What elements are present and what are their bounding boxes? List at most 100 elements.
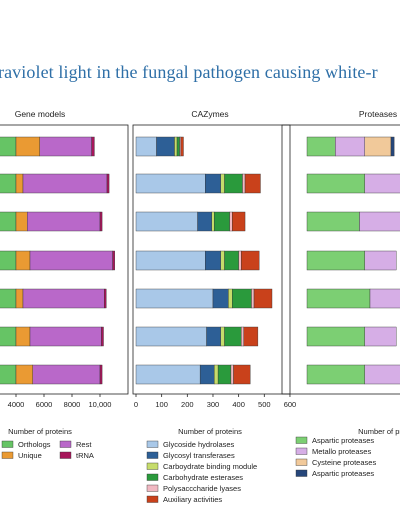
panel-3-bar	[364, 173, 400, 194]
panel-2-legend-label: Glycosyl transferases	[163, 451, 235, 460]
panel-2-legend-swatch	[146, 495, 159, 503]
panel-3-bar	[359, 211, 400, 232]
panel-3-legend-label: Cysteine proteases	[312, 458, 376, 467]
panel-2-bar	[205, 250, 221, 271]
panel-1-legend-label: tRNA	[76, 451, 94, 460]
panel-2-legend-swatch	[146, 462, 159, 470]
panel-1-legend-swatch	[1, 440, 14, 448]
panel-2-x-axis-label: Number of proteins	[178, 427, 242, 436]
panel-2-bar	[233, 364, 251, 385]
panel-3-x-axis-label: Number of pr	[358, 427, 400, 436]
panel-1-bar	[15, 211, 28, 232]
panel-2-bar	[135, 136, 157, 157]
panel-1-bar	[103, 288, 107, 309]
panel-2-bar	[251, 288, 255, 309]
panel-1-bar	[99, 211, 103, 232]
panel-2-tick-label: 500	[258, 400, 271, 409]
panel-1-bar	[39, 136, 92, 157]
panel-1-tick-label: 10,000	[89, 400, 112, 409]
panel-2-bar	[243, 326, 259, 347]
panel-1-x-axis-label: Number of proteins	[8, 427, 72, 436]
panel-1-bar	[91, 136, 95, 157]
panel-1-bar	[0, 250, 17, 271]
panel-1-bar	[0, 136, 17, 157]
panel-2-bar	[244, 173, 261, 194]
panel-3-bar	[364, 364, 400, 385]
panel-3-legend-swatch	[295, 469, 308, 477]
panel-1-bar	[15, 250, 31, 271]
panel-1-bar	[0, 173, 17, 194]
panel-1-bar	[32, 364, 101, 385]
panel-2-legend-label: Glycoside hydrolases	[163, 440, 235, 449]
panel-3-legend-swatch	[295, 447, 308, 455]
panel-2-bar	[230, 364, 234, 385]
panel-2-bar	[242, 173, 246, 194]
panel-2-bar	[180, 136, 184, 157]
panel-1-bar	[15, 136, 40, 157]
panel-1-legend-swatch	[59, 451, 72, 459]
panel-2-bar	[197, 211, 212, 232]
panel-2-legend-swatch	[146, 484, 159, 492]
panel-2-legend-swatch	[146, 473, 159, 481]
panel-2-bar	[220, 173, 225, 194]
panel-3-bar	[335, 136, 365, 157]
panel-1-tick-label: 4000	[8, 400, 25, 409]
panel-1-legend-label: Rest	[76, 440, 92, 449]
panel-2-legend-label: Carbohydrate esterases	[163, 473, 243, 482]
panel-1-bar	[29, 326, 102, 347]
panel-3-legend-label: Aspartic proteases	[312, 436, 374, 445]
panel-2-tick-label: 100	[155, 400, 168, 409]
panel-3-frame	[281, 124, 400, 395]
figure-headline: raviolet light in the fungal pathogen ca…	[0, 62, 378, 82]
panel-3-bar	[306, 288, 371, 309]
panel-1-bar	[15, 288, 24, 309]
panel-2-legend-label: Auxiliary activities	[163, 495, 222, 504]
panel-2-bar	[241, 250, 260, 271]
panel-2-bar	[135, 326, 207, 347]
panel-2-bar	[220, 326, 225, 347]
panel-2-frame	[132, 124, 291, 395]
panel-3-legend-label: Metallo proteases	[312, 447, 371, 456]
panel-3-bar	[390, 136, 395, 157]
panel-2-bar	[253, 288, 273, 309]
panel-2-bar	[135, 173, 206, 194]
panel-2-bar	[232, 211, 246, 232]
panel-1-bar	[112, 250, 115, 271]
panel-1-bar	[29, 250, 113, 271]
panel-3-bar	[306, 136, 336, 157]
panel-2-bar	[220, 250, 225, 271]
panel-1-tick-label: 8000	[64, 400, 81, 409]
panel-2-bar	[238, 250, 242, 271]
panel-3-bar	[306, 211, 360, 232]
panel-1-bar	[0, 288, 17, 309]
panel-2-bar	[224, 173, 243, 194]
panel-2-bar	[176, 136, 180, 157]
panel-2-bar	[241, 326, 244, 347]
panel-1-legend-swatch	[59, 440, 72, 448]
panel-2-title: CAZymes	[191, 109, 228, 119]
panel-2-tick-label: 200	[181, 400, 194, 409]
panel-2-bar	[214, 211, 230, 232]
panel-3-legend-swatch	[295, 436, 308, 444]
panel-2-bar	[214, 364, 219, 385]
panel-2-legend-swatch	[146, 440, 159, 448]
panel-2-bar	[212, 288, 229, 309]
panel-3-title: Proteases	[359, 109, 397, 119]
panel-1-title: Gene models	[15, 109, 66, 119]
panel-3-bar	[306, 173, 365, 194]
panel-1-bar	[99, 364, 103, 385]
panel-3-bar	[364, 326, 397, 347]
panel-1-bar	[22, 173, 108, 194]
panel-2-bar	[135, 288, 214, 309]
panel-2-tick-label: 600	[284, 400, 297, 409]
panel-2-bar	[229, 211, 233, 232]
panel-2-legend-swatch	[146, 451, 159, 459]
panel-1-bar	[0, 364, 17, 385]
panel-2-bar	[205, 173, 221, 194]
panel-2-legend-label: Carboydrate binding module	[163, 462, 257, 471]
panel-3-bar	[306, 326, 365, 347]
panel-1-bar	[101, 326, 104, 347]
panel-1-legend-label: Orthologs	[18, 440, 51, 449]
panel-1-bar	[106, 173, 110, 194]
panel-1-legend-label: Unique	[18, 451, 42, 460]
